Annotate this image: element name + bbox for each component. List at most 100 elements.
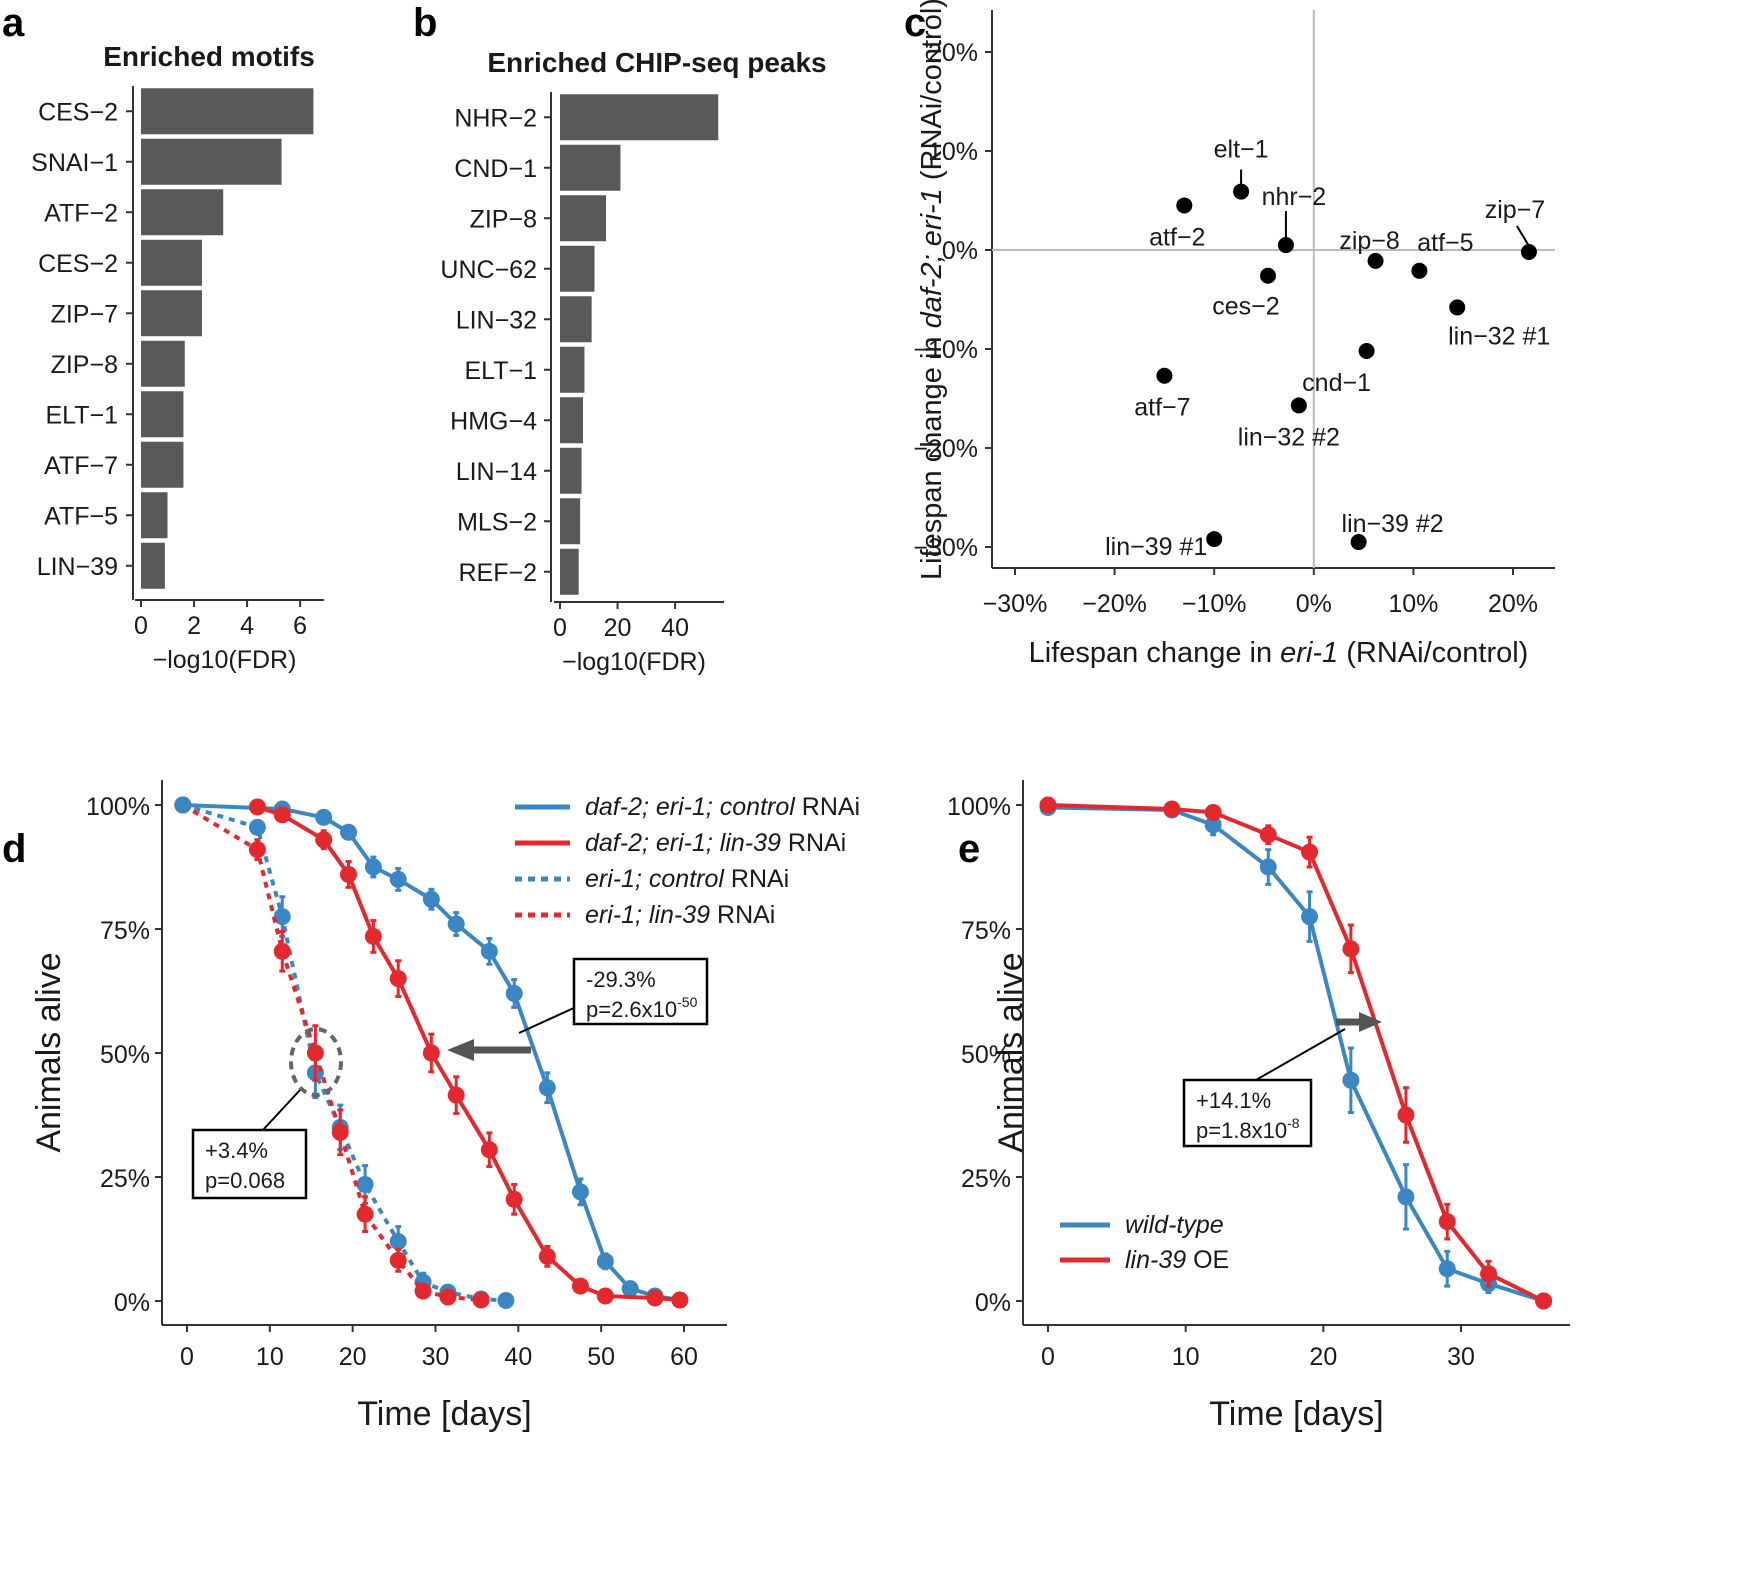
annotation-leader <box>1255 1028 1346 1081</box>
legend-label: wild-type <box>1125 1211 1224 1239</box>
category-label: UNC−62 <box>440 256 537 284</box>
y-tick-label: −30% <box>913 534 978 562</box>
data-point <box>1039 796 1057 814</box>
y-tick-label: 100% <box>947 793 1011 821</box>
chart-c: −30% −20% −10% 0% 10% 20% −30% −20% −10% 0% 10% 20%… <box>913 0 1555 669</box>
scatter-point <box>1176 197 1193 214</box>
annotation-small-box <box>191 1128 308 1200</box>
point-label: zip−8 <box>1339 227 1399 255</box>
category-label: CES−2 <box>38 98 118 126</box>
scatter-point <box>1156 367 1173 384</box>
x-tick-label: 0 <box>1041 1343 1055 1371</box>
data-point <box>422 1044 440 1062</box>
x-tick-label: 20 <box>604 614 632 642</box>
data-point <box>571 1183 589 1201</box>
data-point <box>315 831 333 849</box>
y-tick-label: −20% <box>913 435 978 463</box>
data-point <box>1204 816 1222 834</box>
y-tick-label: 75% <box>961 917 1011 945</box>
legend-label-part-1: RNAi <box>781 829 846 857</box>
point-label: elt−1 <box>1214 136 1269 164</box>
bar <box>560 498 581 545</box>
data-point <box>389 970 407 988</box>
legend-label-part-0: eri-1; lin-39 <box>585 901 710 929</box>
point-label: nhr−2 <box>1262 183 1327 211</box>
bar <box>141 542 165 589</box>
category-label: MLS−2 <box>457 508 537 536</box>
bar <box>560 548 579 595</box>
data-point <box>1259 826 1277 844</box>
scatter-point <box>1449 299 1466 316</box>
y-tick-label: 0% <box>114 1289 150 1317</box>
data-point <box>480 942 498 960</box>
data-point <box>331 1123 349 1141</box>
bar <box>141 290 202 337</box>
x-tick-label: 0 <box>134 612 148 640</box>
scatter-point <box>1367 252 1384 269</box>
series-line <box>181 803 482 1303</box>
x-tick-label: 50 <box>587 1343 615 1371</box>
chart-d: 0% 25% 50% 75% 100% 0 10 20 30 40 50 60 Time [days] A… <box>30 780 860 1433</box>
data-point <box>248 798 266 816</box>
data-point <box>1163 800 1181 818</box>
annotation-e-line2: p=1.8x10-8 <box>1196 1115 1300 1143</box>
category-label: NHR−2 <box>454 104 537 132</box>
legend-label: daf-2; eri-1; lin-39 RNAi <box>585 829 846 857</box>
scatter-point <box>1358 342 1375 359</box>
point-label: cnd−1 <box>1302 369 1371 397</box>
data-point <box>480 1141 498 1159</box>
point-label: atf−5 <box>1417 229 1473 257</box>
x-axis-title-part-0: Lifespan change in <box>1029 637 1281 669</box>
data-point <box>1301 843 1319 861</box>
y-tick-label: 100% <box>86 793 150 821</box>
data-point <box>414 1282 432 1300</box>
y-tick-label: 10% <box>928 138 978 166</box>
data-point <box>364 927 382 945</box>
category-label: ATF−2 <box>44 199 118 227</box>
data-point <box>596 1252 614 1270</box>
y-tick-label: 0% <box>942 237 978 265</box>
x-tick-label: −20% <box>1082 590 1147 618</box>
panel-label-b: b <box>413 1 437 45</box>
category-label: CES−2 <box>38 250 118 278</box>
bar <box>141 441 184 488</box>
highlight-circle <box>289 1027 343 1097</box>
bar <box>560 447 582 494</box>
category-label: ATF−7 <box>44 452 118 480</box>
y-tick-label: 75% <box>100 917 150 945</box>
scatter-point <box>1206 531 1223 548</box>
data-point <box>1480 1265 1498 1283</box>
x-tick-label: 10 <box>256 1343 284 1371</box>
y-tick-label: 50% <box>100 1041 150 1069</box>
data-point <box>472 1291 490 1309</box>
scatter-point <box>1259 267 1276 284</box>
data-point <box>1438 1213 1456 1231</box>
legend-label-part-1: RNAi <box>724 865 789 893</box>
bar <box>141 391 184 438</box>
x-tick-label: 0% <box>1296 590 1332 618</box>
chart-b-title: Enriched CHIP-seq peaks <box>487 47 826 78</box>
data-point <box>1342 1071 1360 1089</box>
x-tick-label: 40 <box>504 1343 532 1371</box>
legend-label-part-0: daf-2; eri-1; control <box>585 793 796 821</box>
y-axis-title: Animals alive <box>30 952 68 1152</box>
category-label: ELT−1 <box>465 357 538 385</box>
bar <box>141 138 282 185</box>
annotation-leader <box>518 1006 577 1034</box>
annotation-small-line2: p=0.068 <box>205 1168 285 1193</box>
x-tick-label: 60 <box>670 1343 698 1371</box>
y-tick-label: 25% <box>961 1165 1011 1193</box>
y-axis-title: Lifespan change in daf-2; eri-1 (RNAi/co… <box>916 0 948 580</box>
panel-label-d: d <box>2 827 26 871</box>
data-point <box>315 808 333 826</box>
x-tick-label: 20 <box>1309 1343 1337 1371</box>
data-point <box>389 870 407 888</box>
data-point <box>340 865 358 883</box>
category-label: ELT−1 <box>46 401 119 429</box>
annotation-large-box <box>572 957 709 1026</box>
chart-e: 0% 25% 50% 75% 100% 0 10 20 30 Time [days] Animals… <box>947 780 1570 1433</box>
data-point <box>497 1292 515 1310</box>
annotation-small-line1: +3.4% <box>205 1138 268 1163</box>
series-line <box>182 803 681 1302</box>
x-axis-title: Time [days] <box>357 1395 531 1433</box>
